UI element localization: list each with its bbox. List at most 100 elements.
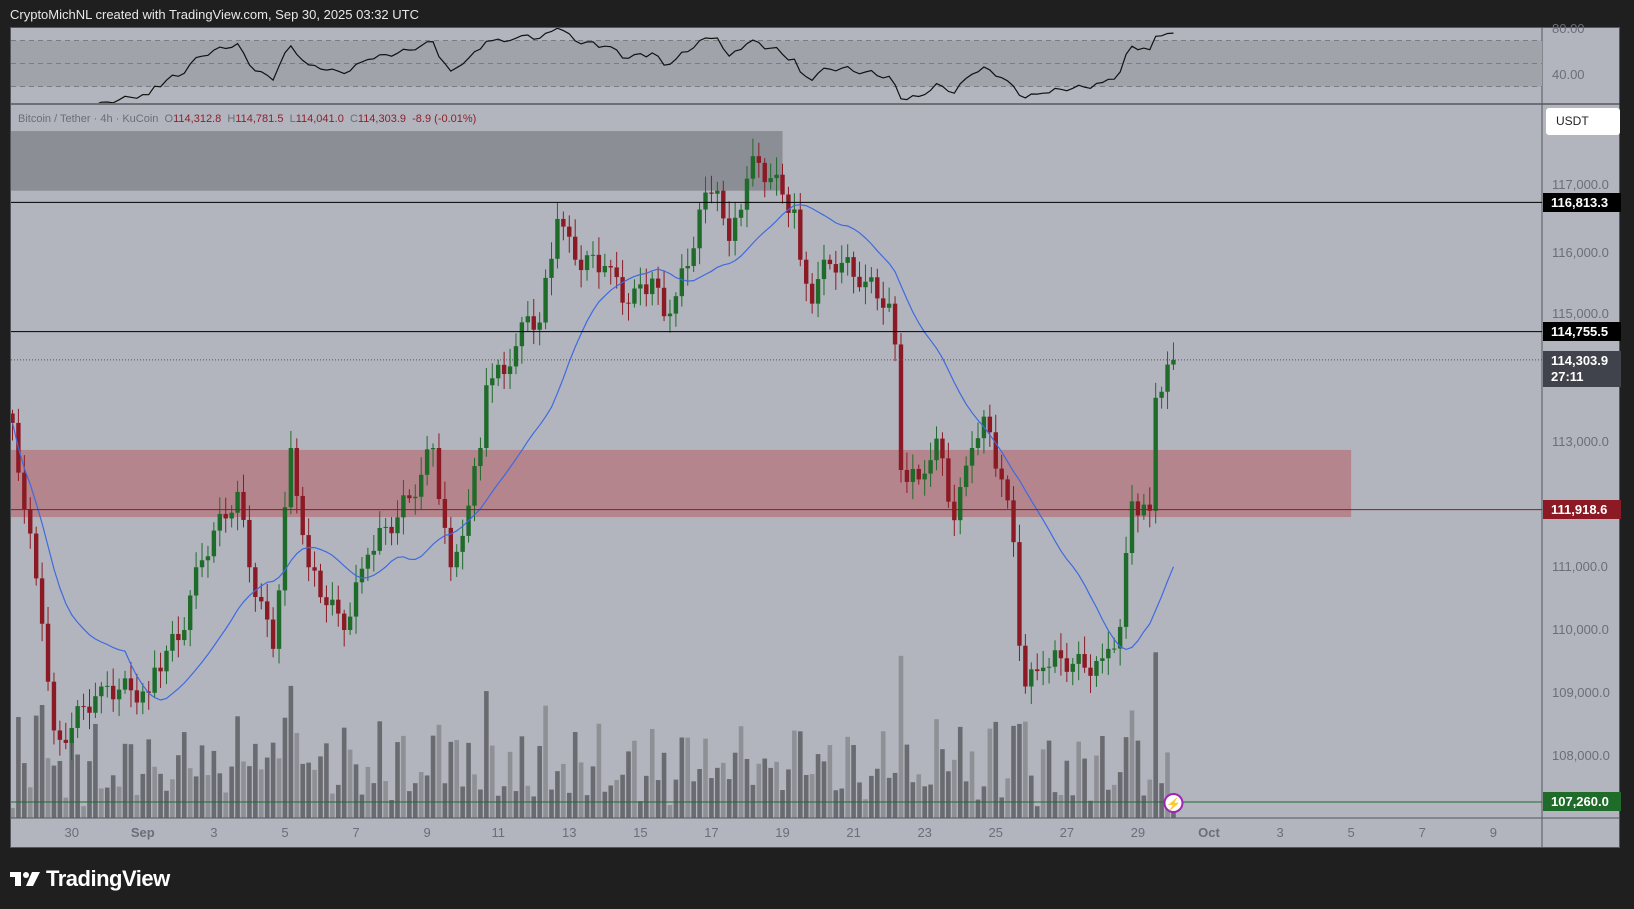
- candle-body: [211, 530, 217, 557]
- volume-bar: [1129, 710, 1135, 818]
- time-tick-label: 9: [423, 825, 431, 840]
- volume-bar: [1141, 795, 1147, 818]
- volume-bar: [738, 726, 744, 818]
- candle-body: [1106, 648, 1111, 659]
- symbol-name: Bitcoin / Tether · 4h · KuCoin: [18, 113, 159, 125]
- candle-body: [513, 346, 519, 367]
- candle-body: [45, 623, 51, 682]
- volume-bar: [626, 751, 631, 818]
- price-tick-label: 113,000.0: [1552, 433, 1609, 449]
- candle-body: [407, 495, 412, 499]
- volume-bar: [756, 763, 762, 818]
- candle-body: [1153, 397, 1158, 511]
- candle-body: [51, 681, 57, 731]
- volume-bar: [330, 793, 335, 818]
- candle-body: [496, 364, 501, 379]
- candle-body: [809, 283, 815, 304]
- volume-bar: [294, 733, 300, 818]
- time-tick-label: 7: [352, 825, 360, 840]
- open-value: 114,312.8: [173, 113, 222, 125]
- candle-body: [288, 448, 294, 508]
- volume-bar: [928, 784, 933, 818]
- volume-bar: [584, 795, 590, 818]
- time-tick-label: 17: [704, 825, 719, 840]
- candle-body: [744, 178, 750, 210]
- candle-body: [543, 277, 548, 323]
- candle-body: [217, 513, 223, 531]
- candle-body: [454, 551, 459, 568]
- volume-bar: [632, 740, 637, 818]
- volume-bar: [140, 773, 146, 818]
- candle-body: [685, 266, 690, 269]
- volume-bar: [270, 742, 276, 818]
- candle-body: [531, 316, 536, 330]
- candle-body: [727, 218, 732, 241]
- candle-body: [146, 691, 151, 693]
- candle-body: [164, 650, 169, 672]
- candle-body: [608, 266, 613, 268]
- candle-body: [922, 473, 927, 480]
- volume-bar: [478, 789, 483, 818]
- attribution-text: CryptoMichNL created with TradingView.co…: [10, 7, 419, 22]
- volume-bar: [264, 757, 270, 818]
- volume-bar: [774, 761, 779, 818]
- candle-body: [537, 322, 542, 330]
- candle-body: [22, 472, 27, 510]
- candle-body: [1035, 669, 1040, 672]
- candle-body: [975, 438, 981, 449]
- volume-bar: [412, 783, 418, 818]
- volume-bar: [1023, 721, 1028, 818]
- volume-bar: [335, 784, 341, 818]
- volume-bar: [1153, 652, 1158, 818]
- volume-bar: [815, 754, 821, 818]
- candle-body: [347, 616, 353, 631]
- candle-body: [940, 438, 945, 459]
- volume-bar: [306, 762, 311, 818]
- volume-bar: [51, 765, 57, 818]
- candle-body: [1040, 667, 1046, 672]
- candle-body: [999, 468, 1004, 480]
- time-tick-label: 5: [1347, 825, 1355, 840]
- volume-bar: [1046, 740, 1052, 818]
- volume-bar: [720, 762, 726, 818]
- candle-countdown: 27:11: [1551, 368, 1584, 384]
- volume-bar: [561, 763, 566, 818]
- candle-body: [478, 448, 483, 467]
- candle-body: [952, 501, 957, 521]
- volume-bar: [229, 766, 234, 818]
- volume-bar: [1011, 725, 1016, 818]
- volume-bar: [282, 717, 288, 818]
- candle-body: [821, 259, 827, 280]
- zone-grey: [11, 131, 783, 191]
- candle-body: [1094, 660, 1099, 676]
- candle-body: [247, 519, 252, 568]
- candle-body: [270, 619, 276, 649]
- candle-body: [774, 174, 779, 179]
- volume-bar: [768, 767, 773, 818]
- currency-button[interactable]: USDT: [1546, 108, 1620, 135]
- price-tick-label: 116,000.0: [1552, 245, 1609, 261]
- volume-bar: [489, 745, 495, 818]
- candle-body: [324, 597, 329, 606]
- candle-body: [519, 322, 525, 347]
- candle-body: [484, 385, 489, 449]
- candle-body: [993, 432, 998, 469]
- volume-bar: [715, 767, 720, 818]
- time-tick-label: 25: [988, 825, 1003, 840]
- volume-bar: [324, 743, 329, 818]
- candle-body: [780, 174, 785, 195]
- volume-bar: [833, 790, 839, 818]
- candle-body: [282, 507, 288, 591]
- volume-bar: [655, 780, 661, 818]
- candle-body: [1011, 500, 1016, 543]
- volume-bar: [466, 742, 471, 818]
- candle-body: [1159, 391, 1164, 398]
- candle-body: [1058, 650, 1064, 659]
- volume-bar: [614, 780, 619, 818]
- candle-body: [857, 276, 862, 288]
- volume-bar: [1088, 800, 1093, 818]
- candle-body: [472, 466, 477, 506]
- candle-body: [28, 509, 33, 534]
- tradingview-logo[interactable]: TradingView: [10, 866, 170, 892]
